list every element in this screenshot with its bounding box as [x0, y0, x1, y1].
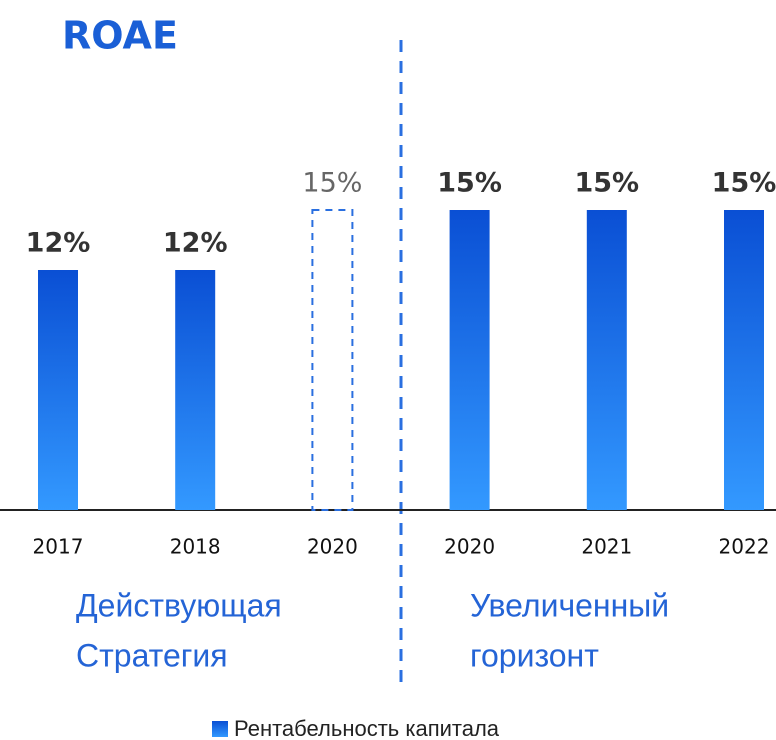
x-tick-label: 2020	[307, 535, 358, 559]
value-label: 15%	[574, 168, 639, 199]
group-label: Увеличенный	[470, 587, 669, 623]
value-label: 15%	[302, 168, 362, 199]
x-tick-label: 2018	[170, 535, 221, 559]
x-tick-label: 2020	[444, 535, 495, 559]
value-label: 15%	[437, 168, 502, 199]
value-label: 12%	[163, 228, 228, 259]
bar	[586, 210, 627, 510]
x-tick-label: 2017	[33, 535, 84, 559]
value-label: 15%	[712, 168, 776, 199]
chart-title: ROAE	[62, 14, 178, 58]
bar	[724, 210, 764, 510]
legend-swatch	[212, 721, 228, 737]
legend-label: Рентабельность капитала	[234, 716, 500, 740]
bar	[449, 210, 490, 510]
bar	[311, 209, 354, 511]
bar	[175, 270, 216, 510]
group-label: Стратегия	[76, 637, 228, 673]
bar	[38, 270, 78, 510]
x-tick-label: 2022	[719, 535, 770, 559]
x-tick-label: 2021	[581, 535, 632, 559]
group-label: Действующая	[76, 587, 282, 623]
value-label: 12%	[26, 228, 91, 259]
group-label: горизонт	[470, 637, 599, 673]
